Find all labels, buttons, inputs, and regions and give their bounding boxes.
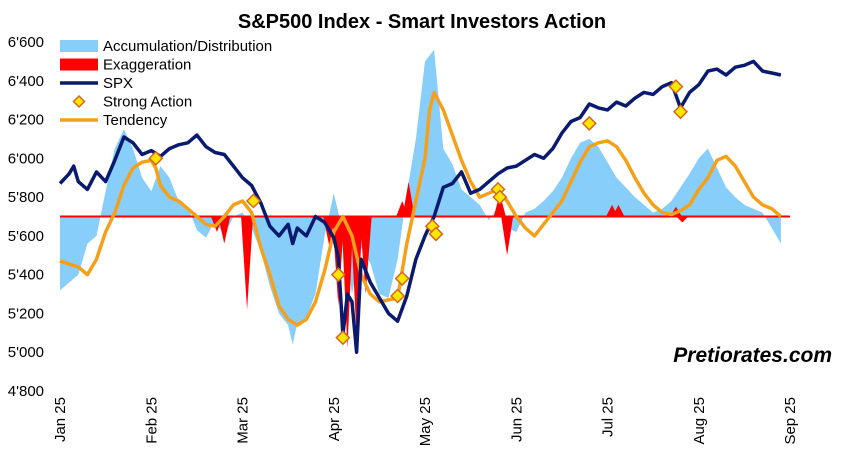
exaggeration-bar xyxy=(676,216,689,223)
accumulation-area xyxy=(60,49,781,345)
exaggeration-bar xyxy=(493,193,506,217)
exaggeration-bar xyxy=(402,181,415,217)
y-tick-label: 6'000 xyxy=(8,150,44,167)
accumulation-fill xyxy=(60,49,781,345)
strong-action-marker xyxy=(394,270,410,287)
legend-swatch-strong-action xyxy=(72,94,86,109)
y-tick-label: 6'200 xyxy=(8,112,44,129)
watermark: Pretiorates.com xyxy=(673,344,832,367)
chart-title: S&P500 Index - Smart Investors Action xyxy=(238,11,606,33)
strong-action-marker xyxy=(335,330,351,346)
legend-swatch-accumulation xyxy=(60,40,98,52)
y-tick-label: 6'600 xyxy=(8,34,44,51)
x-tick-label: Apr 25 xyxy=(326,397,343,441)
y-axis: 4'800 5'000 5'200 5'400 5'600 5'800 6'000 6'200… xyxy=(8,34,44,400)
strong-action-marker xyxy=(672,104,689,120)
exaggeration-bar xyxy=(241,216,254,310)
strong-action-marker xyxy=(245,193,262,209)
x-tick-label: Jul 25 xyxy=(600,397,617,437)
x-tick-label: Jan 25 xyxy=(52,397,69,442)
y-tick-label: 5'800 xyxy=(8,189,44,206)
strong-action-marker xyxy=(428,226,444,242)
exaggeration-bar xyxy=(218,216,231,244)
x-tick-label: Feb 25 xyxy=(143,397,160,444)
strong-action-marker xyxy=(581,115,597,131)
y-tick-label: 5'200 xyxy=(8,305,44,322)
exaggeration-bar xyxy=(612,204,625,217)
y-tick-label: 4'800 xyxy=(8,383,44,400)
strong-action-marker xyxy=(330,267,346,283)
tendency-line xyxy=(59,90,783,327)
legend-label-exaggeration: Exaggeration xyxy=(103,57,191,74)
strong-action-markers xyxy=(148,79,689,346)
y-tick-label: 5'000 xyxy=(8,344,44,361)
x-tick-label: Mar 25 xyxy=(235,397,252,444)
strong-action-marker xyxy=(668,79,684,95)
strong-action-marker xyxy=(390,288,406,304)
exaggeration-bar xyxy=(359,216,372,295)
legend: Accumulation/Distribution ExaggerationSPX… xyxy=(60,38,272,129)
spx-line xyxy=(58,59,782,354)
legend-label-spx: SPX xyxy=(103,75,133,92)
legend-label-strong_action: Strong Action xyxy=(103,94,192,111)
x-tick-label: Jun 25 xyxy=(508,397,525,442)
exaggeration-bar xyxy=(501,216,514,256)
y-tick-label: 6'400 xyxy=(8,73,44,90)
x-tick-label: Aug 25 xyxy=(691,397,708,445)
strong-action-marker xyxy=(492,189,508,205)
legend-label-accumulation: Accumulation/Distribution xyxy=(103,38,272,55)
tendency-series xyxy=(59,90,783,327)
y-tick-label: 5'600 xyxy=(8,228,44,245)
x-axis: Jan 25 Feb 25 Mar 25 Apr 25 May 25 Jun 25 Jul … xyxy=(52,397,799,446)
x-tick-label: Sep 25 xyxy=(782,397,799,445)
legend-swatch-exaggeration xyxy=(60,58,98,71)
spx-series xyxy=(58,59,782,354)
strong-action-marker xyxy=(148,150,164,166)
x-tick-label: May 25 xyxy=(417,397,434,446)
legend-label-tendency: Tendency xyxy=(103,112,168,129)
y-tick-label: 5'400 xyxy=(8,267,44,284)
exaggeration-bar xyxy=(341,216,354,349)
